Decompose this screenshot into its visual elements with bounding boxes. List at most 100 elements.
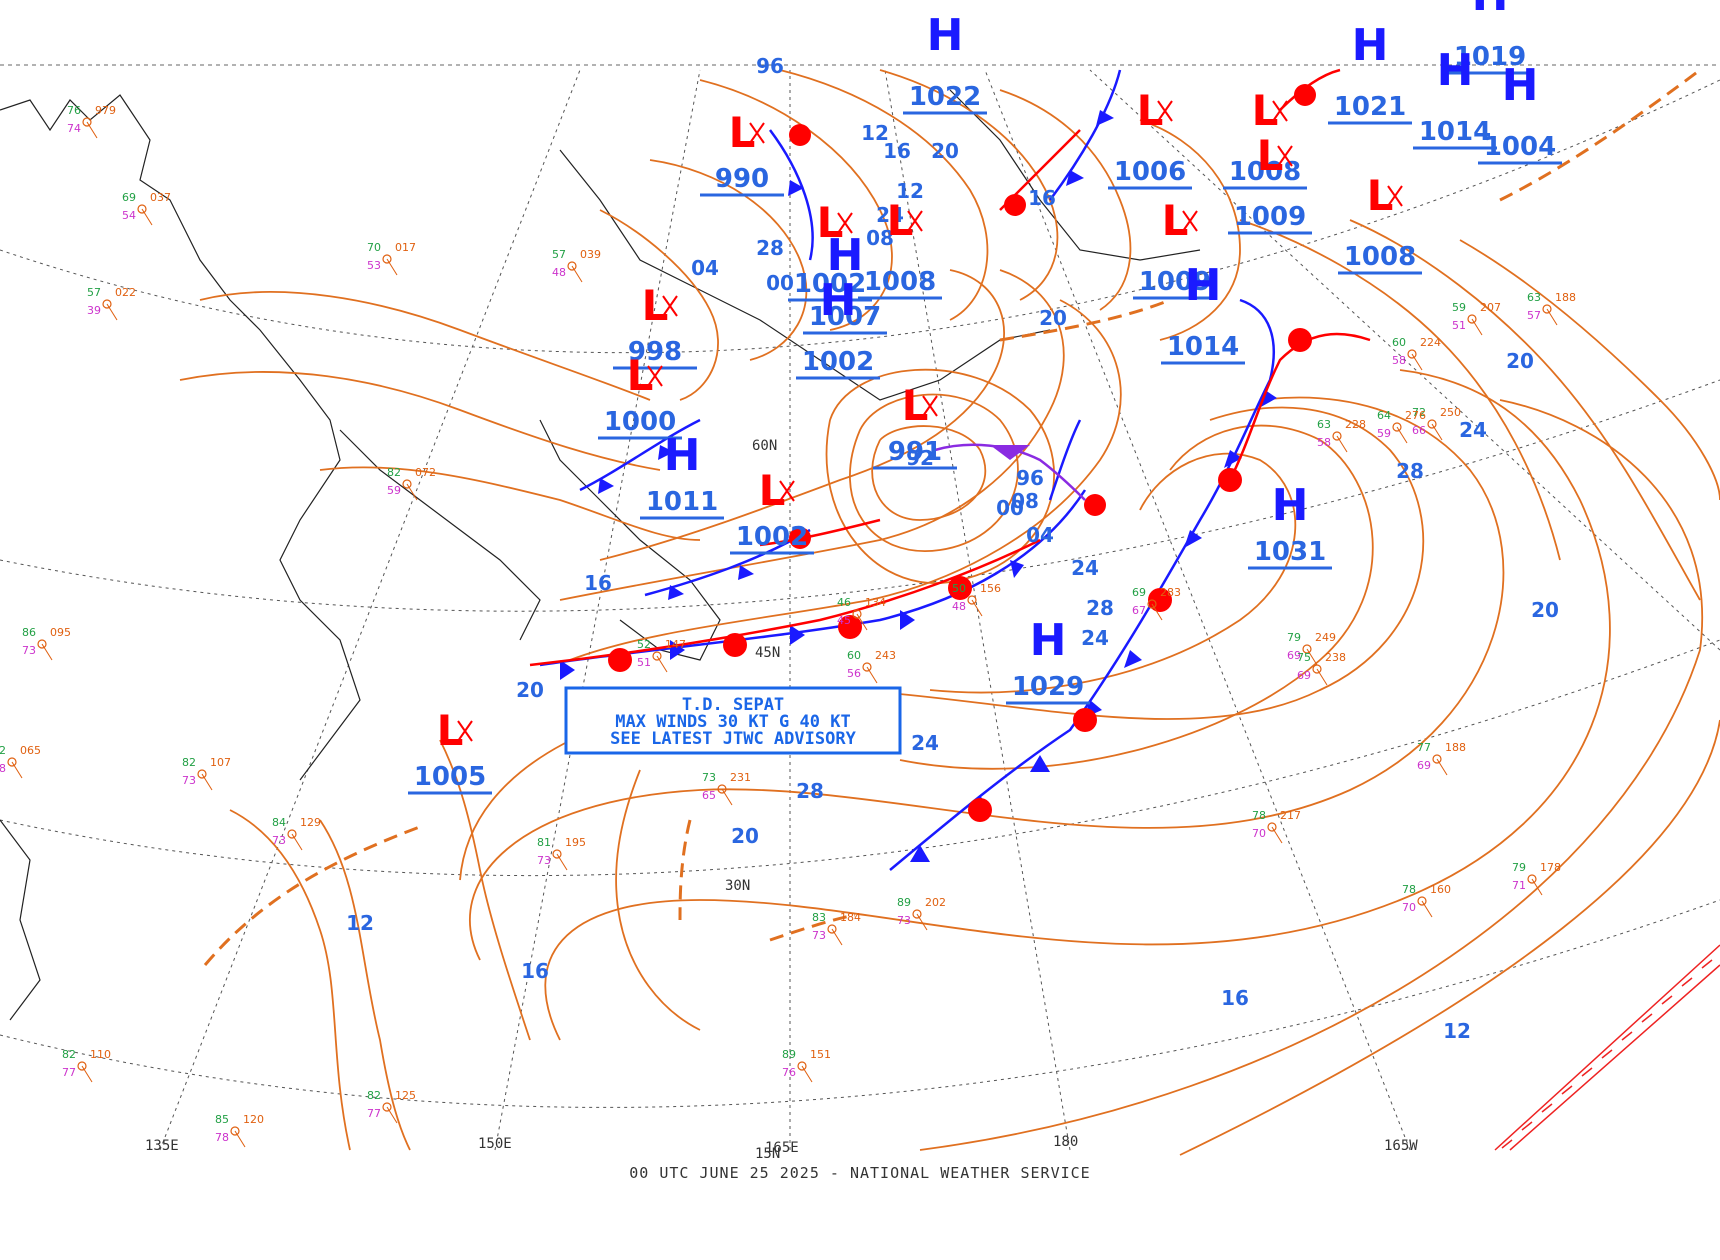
station-dewpoint: 74 (67, 122, 81, 135)
station-plot: 83 73 184 (812, 911, 861, 946)
station-temp: 57 (552, 248, 566, 261)
station-pressure: 188 (1555, 291, 1576, 304)
wind-barb (1471, 318, 1483, 336)
station-plot: 82 78 065 (0, 744, 41, 779)
station-circle (967, 595, 977, 605)
station-dewpoint: 76 (782, 1066, 796, 1079)
low-symbol: L (1162, 196, 1189, 245)
low-symbol: L (1252, 86, 1279, 135)
station-plot: 82 77 110 (62, 1048, 111, 1083)
station-pressure: 243 (875, 649, 896, 662)
station-temp: 69 (122, 191, 136, 204)
wind-barb (201, 773, 213, 791)
station-dewpoint: 54 (122, 209, 136, 222)
high-symbol: H (1185, 260, 1222, 311)
station-plot: 63 58 228 (1317, 418, 1366, 453)
station-pressure: 039 (580, 248, 601, 261)
station-temp: 69 (1132, 586, 1146, 599)
station-circle (102, 299, 112, 309)
station-pressure: 125 (395, 1089, 416, 1102)
station-temp: 75 (1297, 651, 1311, 664)
lon-label-180: 180 (1053, 1134, 1078, 1150)
isobar-label: 20 (931, 139, 959, 163)
station-plot: 57 39 022 (87, 286, 136, 321)
station-pressure: 147 (665, 638, 686, 651)
station-temp: 70 (367, 241, 381, 254)
station-plot: 79 69 249 (1287, 631, 1336, 666)
station-pressure: 249 (1315, 631, 1336, 644)
low-symbol: L (642, 281, 669, 330)
station-plot: 50 48 156 (952, 582, 1001, 617)
coast-kamchatka-arc (559, 149, 1051, 401)
wind-barb (386, 1106, 398, 1124)
pressure-value: 1007 (809, 302, 881, 332)
isobar-label: 24 (911, 731, 939, 755)
hatched-band (1494, 944, 1720, 1151)
low-1002b-center: L 1002 (788, 198, 872, 302)
low-center-mark (922, 395, 938, 417)
wind-barb (1531, 878, 1543, 896)
station-circle (1467, 314, 1477, 324)
low-center-mark (662, 295, 678, 317)
station-dewpoint: 77 (62, 1066, 76, 1079)
high-symbol: H (820, 275, 857, 326)
wind-barb (866, 666, 878, 684)
low-1008-center: L 1008 (1338, 171, 1422, 275)
station-plot: 60 56 243 (847, 649, 896, 684)
station-circle (77, 1061, 87, 1071)
isobar-label: 20 (516, 678, 544, 702)
pressure-value: 1002 (802, 347, 874, 377)
station-dewpoint: 65 (702, 789, 716, 802)
high-symbol: H (1272, 480, 1309, 531)
station-pressure: 207 (1480, 301, 1501, 314)
station-pressure: 184 (840, 911, 861, 924)
low-center-mark (779, 480, 795, 502)
wind-barb (1546, 308, 1558, 326)
lon-180-line (884, 69, 1071, 1151)
station-temp: 82 (182, 756, 196, 769)
station-pressure: 160 (1430, 883, 1451, 896)
pressure-value: 1009 (1139, 267, 1211, 297)
coast-alaska (949, 89, 1201, 261)
isobar-label: 24 (1459, 418, 1487, 442)
isobar-label: 96 (1016, 466, 1044, 490)
wind-barb (721, 788, 733, 806)
lat-45n-line (0, 379, 1720, 612)
low-1009-center: L 1009 (1133, 196, 1217, 300)
station-plot: 82 73 107 (182, 756, 231, 791)
low-center-mark (457, 720, 473, 742)
high-1031-center: H 1031 (1248, 480, 1332, 570)
station-plot: 75 69 238 (1297, 651, 1346, 686)
high-1002c-center: H 1002 (796, 275, 880, 380)
pressure-value: 1019 (1454, 42, 1526, 72)
wind-barb (234, 1130, 246, 1148)
wind-barb (1306, 648, 1318, 666)
isobar-label: 12 (1443, 1019, 1471, 1043)
station-circle (37, 639, 47, 649)
pressure-value: 1008 (864, 267, 936, 297)
station-temp: 63 (1317, 418, 1331, 431)
station-circle (852, 609, 862, 619)
pressure-value: 1021 (1334, 92, 1406, 122)
station-pressure: 095 (50, 626, 71, 639)
low-991-center: L 991 (873, 381, 957, 470)
lon-150w-line (1089, 69, 1720, 651)
wind-barb (106, 303, 118, 321)
station-pressure: 276 (1405, 409, 1426, 422)
isobar-label: 20 (1039, 306, 1067, 330)
station-temp: 63 (1527, 291, 1541, 304)
station-dewpoint: 69 (1287, 649, 1301, 662)
station-dewpoint: 77 (367, 1107, 381, 1120)
isobar-label: 00 (766, 271, 794, 295)
low-symbol: L (1137, 86, 1164, 135)
station-dewpoint: 78 (215, 1131, 229, 1144)
station-temp: 60 (1392, 336, 1406, 349)
station-dewpoint: 71 (1512, 879, 1526, 892)
pressure-value: 1002 (736, 522, 808, 552)
station-pressure: 250 (1440, 406, 1461, 419)
station-temp: 82 (62, 1048, 76, 1061)
isobar-label: 12 (861, 121, 889, 145)
station-dewpoint: 70 (1402, 901, 1416, 914)
station-circle (137, 204, 147, 214)
